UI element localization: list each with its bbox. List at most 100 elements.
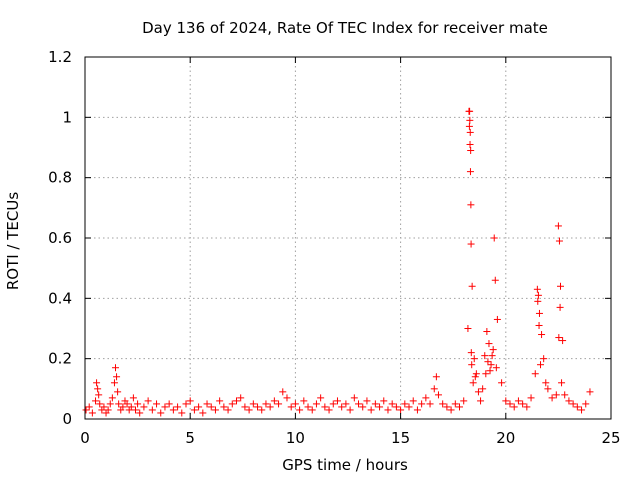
y-tick-label: 1: [62, 108, 72, 126]
data-point: [482, 370, 490, 378]
data-point: [108, 394, 116, 402]
data-point: [85, 403, 93, 411]
data-point: [144, 397, 152, 405]
data-point: [270, 397, 278, 405]
data-point: [129, 394, 137, 402]
data-point: [287, 403, 295, 411]
data-point: [479, 385, 487, 393]
data-point: [471, 373, 479, 381]
data-point: [464, 325, 472, 332]
data-point: [468, 361, 476, 369]
data-point: [355, 400, 363, 408]
data-point: [535, 309, 543, 317]
data-point: [569, 400, 577, 408]
data-point: [95, 391, 103, 399]
data-point: [439, 400, 447, 408]
data-point: [380, 397, 388, 405]
data-point: [467, 349, 475, 357]
data-points: [82, 107, 594, 417]
data-point: [321, 403, 329, 411]
x-tick-label: 15: [391, 429, 410, 447]
data-point: [466, 116, 474, 124]
data-point: [367, 406, 375, 414]
data-point: [413, 406, 421, 414]
data-point: [312, 400, 320, 408]
data-point: [165, 400, 173, 408]
data-point: [106, 400, 114, 408]
data-point: [283, 394, 291, 402]
data-point: [555, 334, 563, 342]
data-point: [82, 406, 90, 414]
data-point: [279, 388, 287, 396]
data-point: [195, 403, 203, 411]
grid-lines: [85, 57, 611, 419]
data-point: [485, 340, 493, 348]
data-point: [296, 406, 304, 414]
data-point: [178, 409, 186, 417]
data-point: [578, 406, 586, 414]
data-point: [140, 403, 148, 411]
data-point: [467, 147, 475, 155]
data-point: [470, 355, 478, 363]
data-point: [94, 385, 102, 393]
data-point: [304, 403, 312, 411]
data-point: [573, 403, 581, 411]
data-point: [555, 237, 563, 245]
data-point: [186, 397, 194, 405]
data-point: [359, 403, 367, 411]
data-point: [460, 397, 468, 405]
x-axis-label: GPS time / hours: [282, 456, 408, 474]
data-point: [115, 400, 123, 408]
data-point: [559, 337, 567, 345]
data-point: [338, 403, 346, 411]
y-tick-label: 0.4: [48, 289, 72, 307]
y-tick-label: 0.6: [48, 229, 72, 247]
data-point: [329, 400, 337, 408]
y-tick-label: 0: [62, 410, 72, 428]
data-point: [300, 397, 308, 405]
data-point: [490, 234, 498, 242]
axis-ticks: 0 5 10 15 20 25 0 0.2 0.4 0.6 0.8 1 1.2: [48, 48, 620, 447]
data-point: [582, 400, 590, 408]
data-point: [153, 400, 161, 408]
data-point: [342, 400, 350, 408]
data-point: [350, 394, 358, 402]
data-point: [254, 403, 262, 411]
data-point: [346, 406, 354, 414]
data-point: [333, 397, 341, 405]
y-tick-label: 1.2: [48, 48, 72, 66]
data-point: [182, 400, 190, 408]
data-point: [88, 409, 96, 417]
data-point: [561, 391, 569, 399]
data-point: [535, 321, 543, 329]
data-point: [466, 128, 474, 136]
data-point: [537, 361, 545, 369]
data-point: [308, 406, 316, 414]
data-point: [565, 397, 573, 405]
x-tick-label: 5: [185, 429, 195, 447]
data-point: [136, 409, 144, 417]
data-point: [533, 285, 541, 293]
data-point: [474, 388, 482, 396]
data-point: [558, 379, 566, 387]
data-point: [216, 397, 224, 405]
data-point: [447, 406, 455, 414]
data-point: [92, 397, 100, 405]
data-point: [519, 400, 527, 408]
data-point: [484, 358, 492, 366]
data-point: [100, 403, 108, 411]
data-point: [104, 406, 112, 414]
data-point: [174, 403, 182, 411]
data-point: [488, 352, 496, 360]
data-point: [220, 403, 228, 411]
data-point: [127, 403, 135, 411]
data-point: [148, 406, 156, 414]
data-point: [123, 400, 131, 408]
data-point: [491, 276, 499, 284]
data-point: [466, 140, 474, 148]
data-point: [134, 400, 142, 408]
data-point: [456, 403, 464, 411]
data-point: [557, 282, 565, 290]
data-point: [258, 406, 266, 414]
